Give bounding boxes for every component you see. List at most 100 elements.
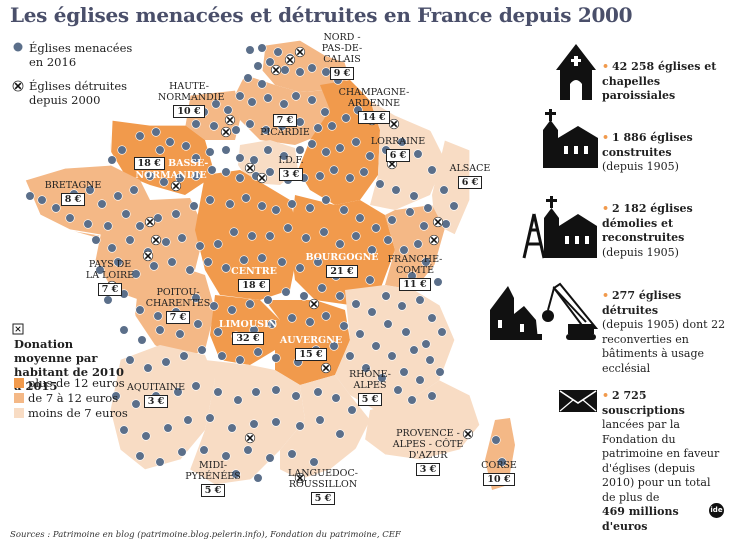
threatened-church-dot xyxy=(225,199,235,209)
threatened-church-dot xyxy=(295,421,305,431)
threatened-church-dot xyxy=(185,265,195,275)
threatened-church-dot xyxy=(247,231,257,241)
destroyed-church-marker xyxy=(270,64,282,76)
destroyed-church-marker xyxy=(432,216,444,228)
threatened-church-dot xyxy=(291,91,301,101)
threatened-church-dot xyxy=(83,219,93,229)
threatened-church-dot xyxy=(131,269,141,279)
threatened-church-dot xyxy=(409,191,419,201)
threatened-church-dot xyxy=(129,185,139,195)
threatened-church-dot xyxy=(425,355,435,365)
legend-destroyed: Églises détruites depuis 2000 xyxy=(29,79,128,107)
threatened-church-dot xyxy=(437,327,447,337)
envelope-icon xyxy=(559,390,597,412)
threatened-church-dot xyxy=(273,47,283,57)
legend-threatened: Églises menacées en 2016 xyxy=(29,41,133,69)
threatened-church-dot xyxy=(135,305,145,315)
region-price: 10 € xyxy=(483,473,515,486)
threatened-church-dot xyxy=(257,201,267,211)
region-price: 7 € xyxy=(97,283,123,296)
bullet-icon: • xyxy=(602,202,610,215)
legend-swatch-low xyxy=(14,408,24,418)
region-languedoc xyxy=(280,375,370,480)
threatened-church-dot xyxy=(161,237,171,247)
threatened-church-dot xyxy=(209,121,219,131)
threatened-church-dot xyxy=(131,399,141,409)
destroyed-church-marker xyxy=(256,172,268,184)
threatened-church-dot xyxy=(113,257,123,267)
threatened-church-dot xyxy=(125,355,135,365)
destroyed-church-marker xyxy=(428,234,440,246)
region-name: MIDI- PYRÉNÉES xyxy=(185,460,241,482)
region-paca xyxy=(365,380,480,460)
threatened-church-dot xyxy=(119,325,129,335)
region-label-franche-comte: FRANCHE- COMTÉ 11 € xyxy=(384,254,446,291)
stat-detail: (depuis 1905) dont 22 reconverties en bâ… xyxy=(602,318,726,375)
threatened-church-dot xyxy=(227,423,237,433)
threatened-church-dot xyxy=(257,79,267,89)
threatened-church-dot xyxy=(409,345,419,355)
threatened-church-dot xyxy=(191,381,201,391)
region-price: 5 € xyxy=(357,393,383,406)
threatened-church-dot xyxy=(181,141,191,151)
threatened-church-dot xyxy=(393,385,403,395)
region-price: 6 € xyxy=(457,176,483,189)
threatened-church-dot xyxy=(173,387,183,397)
threatened-church-dot xyxy=(413,239,423,249)
threatened-church-dot xyxy=(365,275,375,285)
threatened-church-dot xyxy=(335,143,345,153)
region-name: FRANCHE- COMTÉ xyxy=(387,254,443,276)
threatened-church-dot xyxy=(355,329,365,339)
region-price: 3 € xyxy=(278,168,304,181)
threatened-church-dot xyxy=(213,239,223,249)
region-name: LIMOUSIN xyxy=(218,319,278,330)
threatened-church-dot xyxy=(265,57,275,67)
destroyed-church-marker xyxy=(294,46,306,58)
region-label-midi-pyrenees: MIDI- PYRÉNÉES 5 € xyxy=(184,460,242,497)
threatened-church-dot xyxy=(391,185,401,195)
threatened-church-dot xyxy=(491,435,501,445)
threatened-church-dot xyxy=(351,137,361,147)
threatened-church-dot xyxy=(37,195,47,205)
threatened-church-dot xyxy=(135,451,145,461)
region-name: PAYS DE LA LOIRE xyxy=(85,259,135,281)
region-label-poitou: POITOU- CHARENTES 7 € xyxy=(142,287,214,324)
threatened-church-dot xyxy=(497,457,507,467)
destroyed-church-marker xyxy=(462,428,474,440)
threatened-church-dot xyxy=(345,173,355,183)
destroyed-church-marker xyxy=(244,162,256,174)
threatened-church-dot xyxy=(359,167,369,177)
region-label-centre: CENTRE 18 € xyxy=(225,266,283,292)
map-legend-symbols xyxy=(12,42,24,335)
threatened-church-dot xyxy=(287,313,297,323)
region-name: AUVERGNE xyxy=(279,335,343,346)
region-label-nord: NORD - PAS-DE- CALAIS 9 € xyxy=(312,32,372,80)
threatened-church-dot xyxy=(329,165,339,175)
threatened-church-dot xyxy=(213,327,223,337)
region-label-idf: I.D.F. 3 € xyxy=(268,155,314,181)
region-rhone-alpes xyxy=(335,285,455,410)
threatened-church-dot xyxy=(229,227,239,237)
destroyed-church-marker xyxy=(308,298,320,310)
threatened-church-dot xyxy=(423,203,433,213)
threatened-church-dot xyxy=(135,131,145,141)
threatened-church-dot xyxy=(351,231,361,241)
threatened-church-dot xyxy=(329,341,339,351)
legend-swatch-high xyxy=(14,378,24,388)
region-price: 5 € xyxy=(200,484,226,497)
region-price: 7 € xyxy=(165,311,191,324)
region-label-haute-normandie: HAUTE- NORMANDIE 10 € xyxy=(158,81,224,118)
threatened-church-dot xyxy=(315,171,325,181)
threatened-church-dot xyxy=(239,255,249,265)
region-label-bretagne: BRETAGNE 8 € xyxy=(40,180,106,206)
threatened-church-dot xyxy=(213,387,223,397)
threatened-church-dot xyxy=(235,173,245,183)
threatened-church-dot xyxy=(315,415,325,425)
threatened-church-dot xyxy=(383,319,393,329)
threatened-church-dot xyxy=(197,345,207,355)
threatened-church-dot xyxy=(313,123,323,133)
region-label-corse: CORSE 10 € xyxy=(476,460,522,486)
threatened-church-dot xyxy=(141,431,151,441)
threatened-church-dot xyxy=(427,391,437,401)
threatened-church-dot xyxy=(217,351,227,361)
